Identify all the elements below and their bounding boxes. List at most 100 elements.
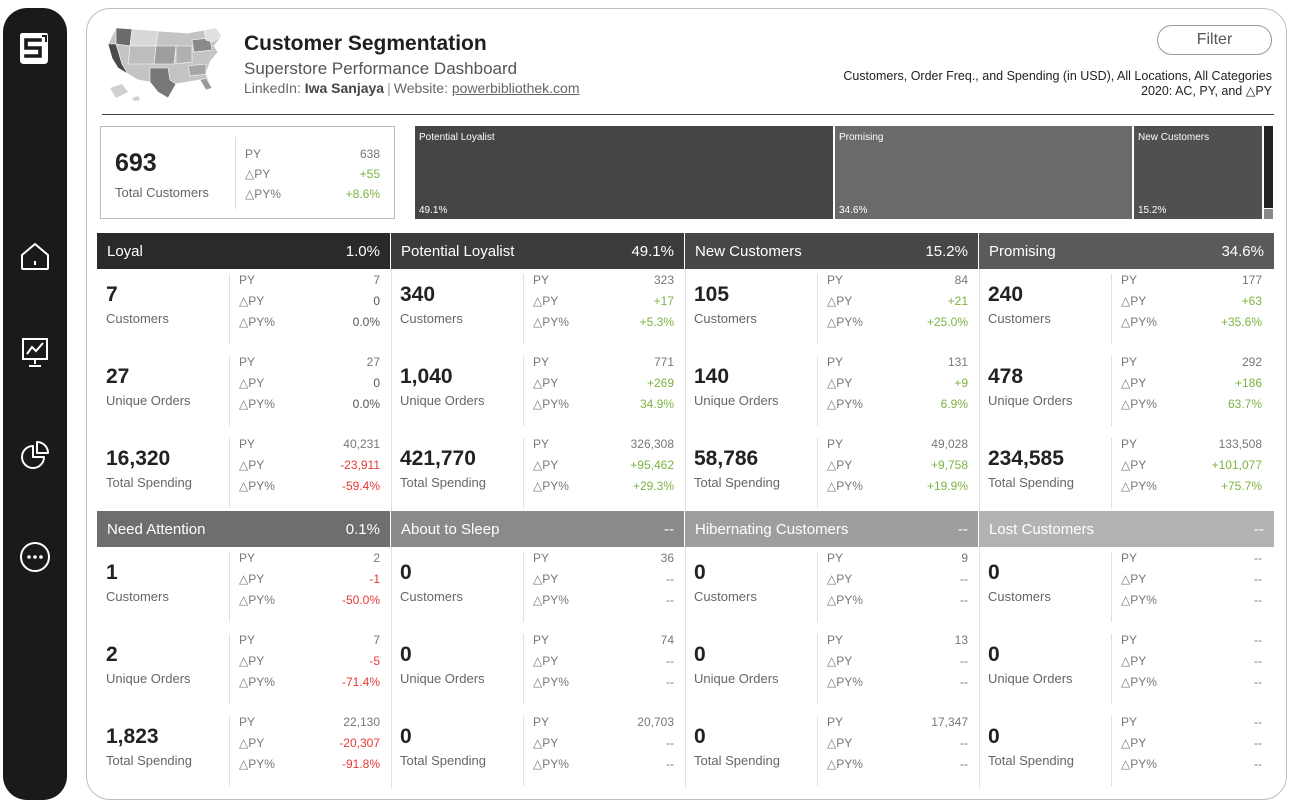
metric-value: 2 — [106, 643, 118, 666]
divider — [523, 716, 524, 786]
dpy-value: -1 — [369, 572, 380, 586]
treemap-tile[interactable]: New Customers 15.2% — [1134, 126, 1262, 219]
metric-orders: 2 Unique Orders PY △PY △PY% 7 -5 -71.4% — [97, 629, 390, 709]
divider — [523, 356, 524, 426]
treemap-tile-small[interactable] — [1264, 209, 1273, 219]
treemap-tile-label: New Customers — [1138, 132, 1210, 143]
divider — [817, 634, 818, 704]
metric-value: 1,823 — [106, 725, 159, 748]
metric-spending: 58,786 Total Spending PY △PY △PY% 49,028 +9,75… — [685, 433, 978, 513]
py-label: PY — [827, 437, 844, 451]
dpy-value: +95,462 — [630, 458, 674, 472]
scope-line-1: Customers, Order Freq., and Spending (in… — [843, 69, 1272, 83]
py-value: 131 — [947, 355, 968, 369]
dpyp-label: △PY% — [239, 593, 275, 607]
metric-value: 478 — [988, 365, 1024, 388]
segment-header[interactable]: Potential Loyalist 49.1% — [391, 233, 684, 269]
dpyp-label: △PY% — [239, 315, 275, 329]
dpyp-label: △PY% — [1121, 675, 1157, 689]
segment-header[interactable]: Need Attention 0.1% — [97, 511, 390, 547]
dpy-value: 0 — [373, 376, 380, 390]
treemap-tile-small[interactable] — [1264, 126, 1273, 208]
dpyp-value: 6.9% — [940, 397, 968, 411]
metric-label: Customers — [694, 589, 757, 604]
py-value: 326,308 — [630, 437, 674, 451]
dpy-label: △PY — [239, 736, 265, 750]
py-value: 7 — [373, 273, 380, 287]
dpyp-value: +29.3% — [632, 479, 674, 493]
dpyp-label: △PY% — [533, 593, 569, 607]
dpy-value: +21 — [947, 294, 968, 308]
metric-value: 0 — [400, 561, 412, 584]
segment-percent: 0.1% — [345, 521, 380, 538]
dpy-label: △PY — [533, 654, 559, 668]
metric-label: Total Spending — [988, 475, 1075, 490]
dpyp-value: 63.7% — [1227, 397, 1262, 411]
logo-s-icon[interactable] — [16, 27, 52, 69]
py-value: 74 — [660, 633, 674, 647]
home-icon[interactable] — [18, 239, 52, 273]
pie-chart-icon[interactable] — [18, 438, 52, 472]
treemap-tile[interactable]: Promising 34.6% — [835, 126, 1132, 219]
dpyp-label: △PY% — [245, 187, 281, 201]
py-label: PY — [533, 715, 550, 729]
segment-header[interactable]: New Customers 15.2% — [685, 233, 978, 269]
py-value: 13 — [954, 633, 968, 647]
linkedin-name-link[interactable]: Iwa Sanjaya — [304, 80, 385, 96]
dpy-value: -- — [666, 572, 674, 586]
dpy-value: -20,307 — [339, 736, 380, 750]
dpy-value: +101,077 — [1211, 458, 1262, 472]
metric-value: 421,770 — [400, 447, 476, 470]
dpyp-value: +35.6% — [1220, 315, 1262, 329]
py-label: PY — [1121, 355, 1138, 369]
segment-percent: 1.0% — [345, 243, 380, 260]
metric-label: Unique Orders — [400, 393, 485, 408]
website-label: Website: — [393, 80, 448, 96]
dpy-value: -- — [666, 654, 674, 668]
dpy-value: -- — [666, 736, 674, 750]
treemap-tile-percent: 34.6% — [839, 205, 868, 216]
segment-header[interactable]: About to Sleep -- — [391, 511, 684, 547]
metric-value: 58,786 — [694, 447, 759, 470]
dpy-label: △PY — [827, 376, 853, 390]
dpy-value: -5 — [369, 654, 380, 668]
website-link[interactable]: powerbibliothek.com — [451, 80, 580, 96]
sidebar — [3, 8, 67, 800]
segment-header[interactable]: Hibernating Customers -- — [685, 511, 978, 547]
divider — [523, 552, 524, 622]
dpy-label: △PY — [245, 167, 271, 181]
divider — [1111, 356, 1112, 426]
column-divider — [979, 547, 980, 789]
column-divider — [391, 269, 392, 511]
py-value: 292 — [1241, 355, 1262, 369]
dpy-label: △PY — [533, 458, 559, 472]
divider — [1111, 438, 1112, 508]
dpyp-value: -- — [960, 675, 968, 689]
metric-label: Customers — [988, 311, 1051, 326]
more-dots-icon[interactable] — [18, 540, 52, 574]
dpyp-value: -50.0% — [341, 593, 380, 607]
page-subtitle: Superstore Performance Dashboard — [244, 59, 518, 78]
dpyp-label: △PY% — [533, 757, 569, 771]
py-label: PY — [533, 551, 550, 565]
column-divider — [685, 269, 686, 511]
metric-customers: 105 Customers PY △PY △PY% 84 +21 +25.0% — [685, 269, 978, 349]
py-label: PY — [1121, 633, 1138, 647]
segment-header[interactable]: Promising 34.6% — [979, 233, 1274, 269]
metric-label: Total Spending — [106, 475, 193, 490]
segment-header[interactable]: Loyal 1.0% — [97, 233, 390, 269]
presentation-chart-icon[interactable] — [18, 335, 52, 369]
py-value: 771 — [653, 355, 674, 369]
divider — [817, 552, 818, 622]
segment-header[interactable]: Lost Customers -- — [979, 511, 1274, 547]
divider — [817, 274, 818, 344]
filter-button[interactable]: Filter — [1157, 25, 1272, 55]
py-label: PY — [239, 355, 256, 369]
metric-orders: 0 Unique Orders PY △PY △PY% 74 -- -- — [391, 629, 684, 709]
treemap-tile[interactable]: Potential Loyalist 49.1% — [415, 126, 833, 219]
dpyp-label: △PY% — [239, 757, 275, 771]
dpyp-value: +8.6% — [345, 187, 380, 201]
scope-description: Customers, Order Freq., and Spending (in… — [843, 69, 1272, 99]
dpyp-value: 0.0% — [352, 315, 380, 329]
column-divider — [685, 547, 686, 789]
